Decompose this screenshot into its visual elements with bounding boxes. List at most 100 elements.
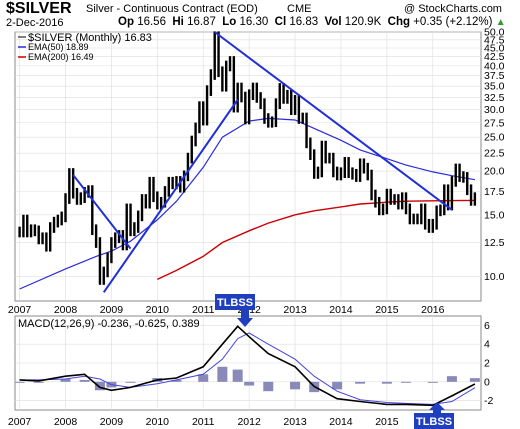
price-bar (389, 188, 392, 205)
trendline (214, 31, 453, 211)
macd-histogram-bar (427, 381, 438, 383)
price-bar (33, 224, 37, 237)
macd-histogram-bar (469, 378, 480, 382)
price-bar (286, 89, 289, 104)
price-bar (117, 230, 121, 244)
open-label: Op (118, 16, 134, 28)
price-bar (87, 185, 90, 198)
x-tick-label: 2014 (329, 304, 353, 316)
price-bar (466, 172, 469, 196)
price-y-tick-label: 15.0 (484, 209, 505, 221)
price-bar (469, 184, 473, 206)
price-bar (171, 176, 174, 190)
price-bar (316, 166, 320, 179)
macd-histogram-bar (33, 381, 44, 383)
price-legend: $SILVER (Monthly) 16.83 EMA(50) 18.89 EM… (18, 32, 152, 62)
trendline (102, 99, 239, 293)
copyright-label: @ StockCharts.com (404, 3, 502, 15)
price-bar (404, 192, 408, 215)
change-up-icon: ▲ (495, 17, 506, 28)
price-y-tick-label: 22.5 (484, 148, 505, 160)
x-tick-label: 2013 (283, 416, 307, 428)
price-bar (378, 196, 381, 216)
price-bar (247, 89, 251, 125)
x-tick-label: 2009 (100, 304, 124, 316)
price-bar (282, 83, 285, 104)
price-bar (446, 184, 450, 211)
quote-bar: Op 16.56 Hi 16.87 Lo 16.30 Cl 16.83 Vol … (118, 16, 506, 28)
price-bar (293, 95, 297, 115)
macd-histogram-bar (446, 376, 457, 382)
x-tick-label: 2008 (54, 416, 78, 428)
price-bar (167, 176, 171, 197)
price-y-tick-label: 37.5 (484, 70, 505, 82)
price-bar (205, 85, 209, 126)
price-bar (454, 163, 457, 187)
price-bar (144, 194, 148, 209)
price-bar (385, 188, 389, 215)
macd-histogram-bar (355, 381, 366, 384)
close-value: 16.83 (289, 16, 319, 28)
price-bar (45, 232, 48, 252)
price-bar (305, 112, 308, 149)
price-bar (343, 157, 346, 179)
macd-signal-line (19, 332, 476, 405)
price-bar (263, 98, 266, 124)
price-bar (255, 82, 258, 103)
price-bar (98, 237, 102, 285)
price-bar (29, 224, 33, 238)
legend-ema200: EMA(200) 16.49 (28, 52, 94, 62)
x-tick-label: 2013 (283, 304, 307, 316)
price-bar (18, 226, 21, 238)
price-bar (267, 113, 270, 128)
x-axis-bottom: 2007200820092010201120122013201420152016 (8, 416, 445, 428)
price-panel-frame (14, 31, 482, 302)
macd-y-tick-label: 0 (484, 376, 490, 388)
price-bar (56, 214, 60, 228)
price-bar (416, 213, 419, 225)
macd-label: MACD(12,26,9) -0.236, -0.625, 0.389 (18, 318, 200, 330)
price-y-tick-label: 45.0 (484, 42, 505, 54)
price-bar (91, 185, 94, 236)
price-bar (274, 98, 278, 128)
macd-y-tick-label: 6 (484, 320, 490, 332)
contract-description: Silver - Continuous Contract (EOD) (86, 3, 258, 15)
x-tick-label: 2014 (329, 416, 353, 428)
price-bar (423, 203, 427, 230)
tlbss-bottom-annotation: TLBSS (414, 402, 454, 429)
tlbss-bottom-label: TLBSS (416, 416, 452, 428)
exchange-label: CME (287, 3, 312, 15)
trendlines (72, 31, 453, 293)
price-bar (251, 82, 255, 101)
price-bar (332, 152, 335, 178)
macd-histogram-bar (401, 381, 412, 383)
macd-line (19, 325, 476, 407)
price-bar (152, 176, 155, 203)
legend-price: $SILVER (Monthly) 16.83 (28, 32, 152, 44)
price-bar (347, 157, 350, 179)
price-bar (37, 225, 40, 245)
x-tick-label: 2009 (100, 416, 124, 428)
price-bar (159, 196, 163, 210)
price-bar (75, 187, 79, 205)
price-bar (22, 214, 25, 238)
price-bar (328, 152, 331, 164)
price-y-tick-label: 17.5 (484, 186, 505, 198)
price-bar (393, 194, 396, 205)
price-bar (408, 203, 412, 225)
close-label: Cl (274, 16, 287, 28)
price-y-tick-label: 32.5 (484, 92, 505, 104)
x-tick-label: 2008 (54, 304, 78, 316)
price-bar (236, 82, 239, 113)
price-bar (68, 168, 71, 204)
price-y-tick-label: 50.0 (484, 27, 505, 39)
price-bar (71, 168, 75, 199)
price-bar (175, 176, 178, 190)
price-y-tick-label: 42.5 (484, 51, 505, 63)
price-y-tick-label: 27.5 (484, 117, 505, 129)
macd-y-axis: -2 0 2 4 6 (484, 320, 493, 407)
open-value: 16.56 (137, 16, 166, 28)
price-bar (324, 140, 327, 164)
price-bar (94, 224, 98, 248)
macd-histogram-bar (125, 381, 136, 383)
